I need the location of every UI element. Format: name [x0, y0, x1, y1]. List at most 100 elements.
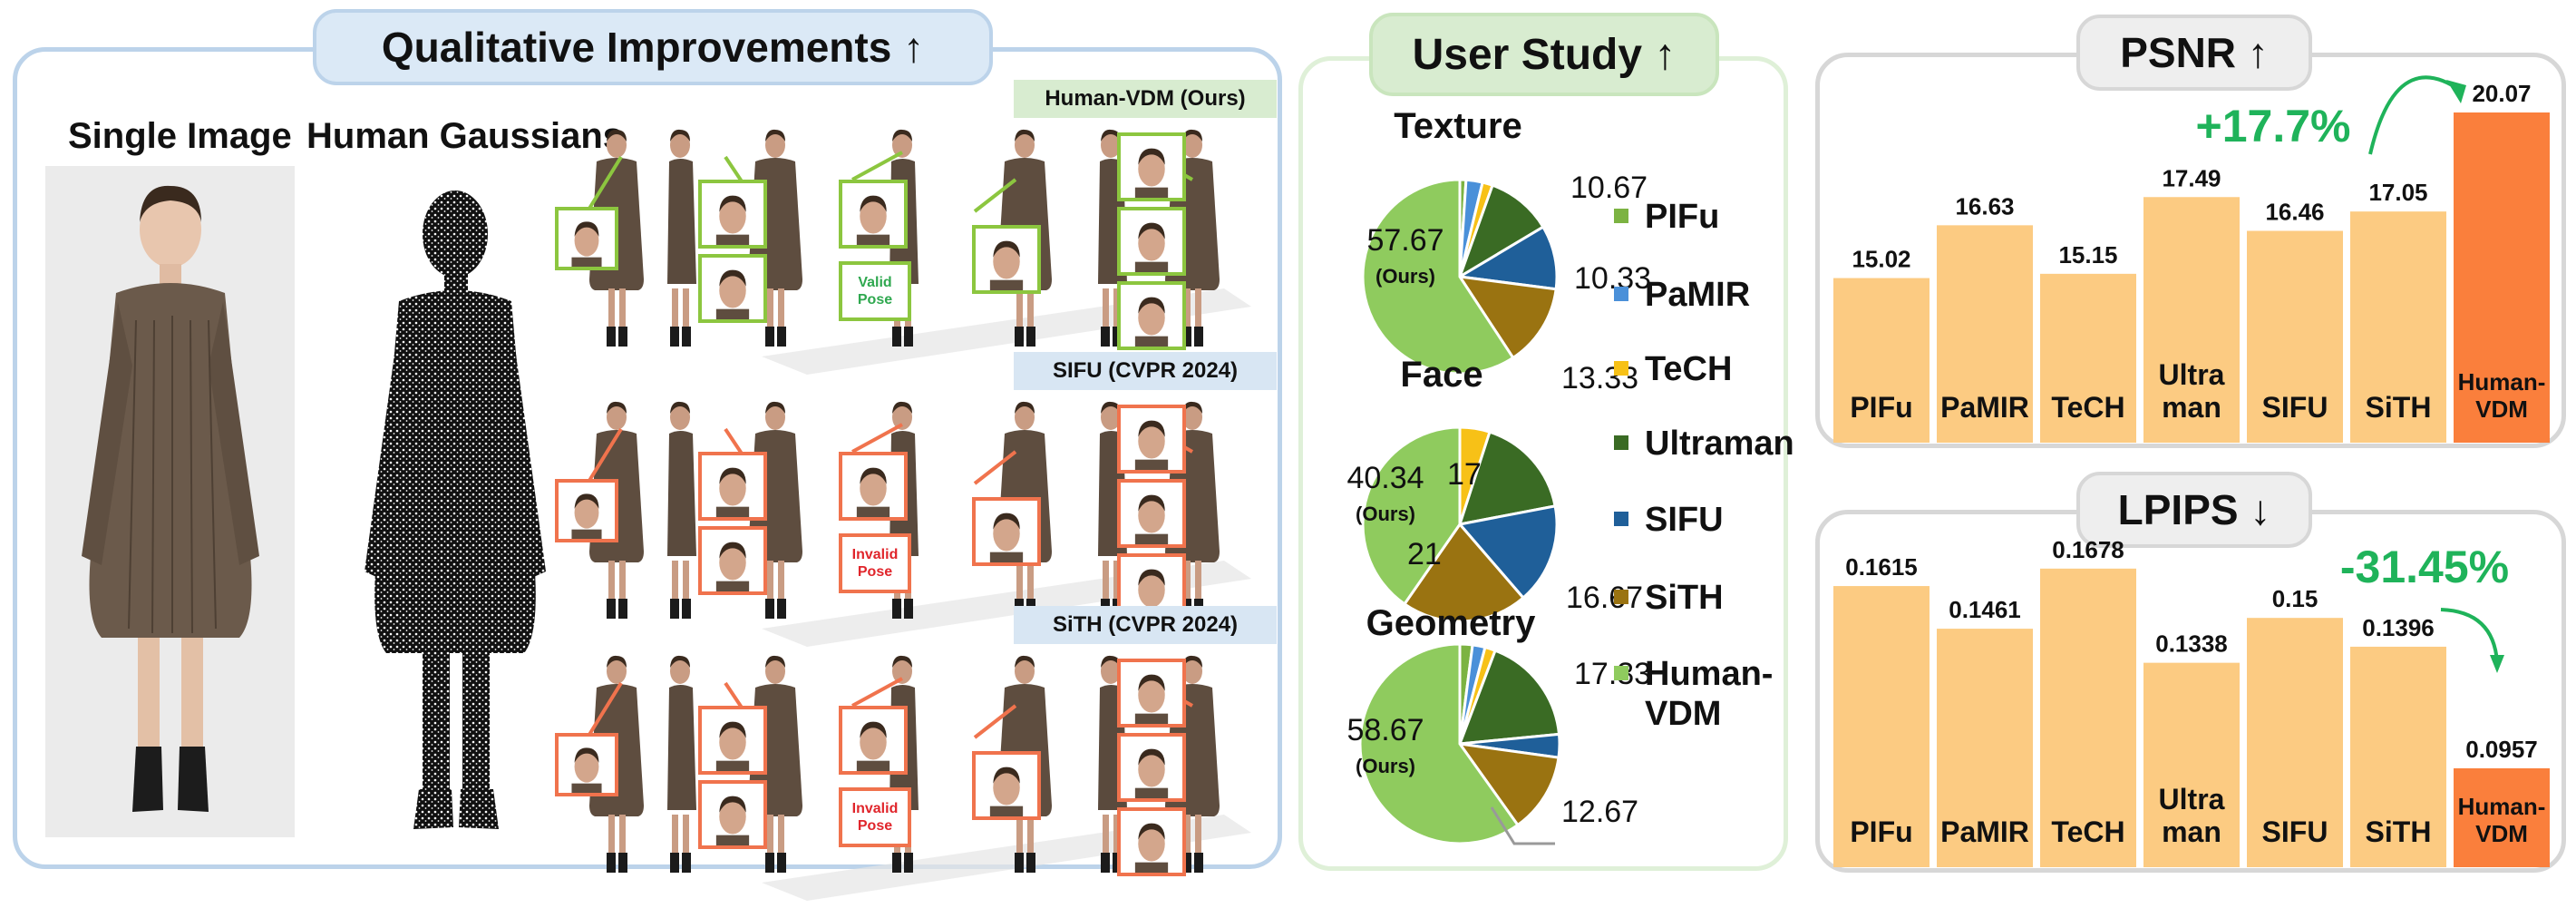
zoom-callout: [839, 706, 908, 775]
legend-swatch: [1614, 361, 1628, 376]
bar: [2143, 197, 2240, 443]
bar-value-label: 20.07: [2472, 80, 2531, 107]
zoom-callout: [698, 780, 767, 849]
bar: [2247, 230, 2343, 443]
pie-value-label: 12.67: [1561, 795, 1638, 829]
pie-value-label: 17.33: [1574, 657, 1651, 691]
pie-charts: Texture10.6710.3313.3357.67(Ours)Face171…: [1346, 106, 1651, 845]
zoom-callout: [1117, 479, 1186, 548]
legend-item: TeCH: [1614, 350, 1732, 390]
legend-label: PaMIR: [1645, 276, 1751, 314]
lpips-bar-chart: 0.1615 PIFu 0.1461 PaMIR 0.1678 TeCH 0.1338 Ult…: [1833, 536, 2550, 867]
bar-category-label: PIFu: [1850, 815, 1912, 848]
pie-value-label: 58.67: [1346, 713, 1424, 747]
gaussians-label: Human Gaussians: [306, 116, 624, 156]
bar: [2350, 646, 2446, 867]
bar-value-label: 0.0957: [2465, 736, 2538, 763]
zoom-callout: [698, 526, 767, 595]
bar-value-label: 0.1396: [2362, 614, 2435, 641]
zoom-callout: [698, 180, 767, 249]
zoom-callout: [1117, 281, 1186, 350]
pie-slice: [1457, 430, 1557, 526]
pie-slice: [1402, 522, 1526, 623]
bar-category-label: Ultra man: [2159, 358, 2225, 424]
bar: [1937, 225, 2033, 443]
pie-value-label: 40.34: [1346, 461, 1424, 495]
zoom-callout: [839, 452, 908, 521]
zoom-callout: [1117, 807, 1186, 876]
bar: [2247, 618, 2343, 867]
single-image-label: Single Image: [68, 116, 292, 156]
legend-swatch: [1614, 435, 1628, 450]
legend-item: Ultraman: [1614, 425, 1794, 464]
legend-swatch: [1614, 512, 1628, 526]
method-tag: Human-VDM (Ours): [1014, 80, 1277, 118]
bar-value-label: 0.1338: [2155, 630, 2228, 658]
bar-value-label: 0.1678: [2052, 536, 2124, 563]
zoom-callout: [1117, 405, 1186, 474]
pie-ours-label: (Ours): [1375, 265, 1435, 288]
bar: [2454, 112, 2550, 443]
bar: [2350, 211, 2446, 443]
pie-title: Face: [1400, 355, 1482, 395]
zoom-callout: [1117, 733, 1186, 802]
pose-label: Valid Pose: [839, 261, 911, 321]
bar: [2040, 273, 2136, 443]
legend-label: Ultraman: [1645, 425, 1794, 463]
method-tag: SiTH (CVPR 2024): [1014, 606, 1277, 644]
bar-category-label: SiTH: [2366, 391, 2432, 424]
zoom-callout: [698, 452, 767, 521]
zoom-callout: [972, 751, 1041, 820]
improvement-arrow: [2368, 75, 2463, 155]
legend-item: PaMIR: [1614, 276, 1750, 316]
pie-title: Texture: [1394, 106, 1522, 146]
pie-slice: [1361, 178, 1515, 376]
bar: [1937, 629, 2033, 867]
legend-label: TeCH: [1645, 350, 1733, 388]
bar-category-label: Human-VDM: [2458, 793, 2546, 847]
user-study-title: User Study ↑: [1369, 13, 1719, 96]
bar-value-label: 15.15: [2058, 241, 2117, 269]
input-photo: [45, 166, 295, 837]
bar-category-label: SiTH: [2366, 815, 2432, 848]
improvement-annotation: +17.7%: [2196, 101, 2351, 151]
zoom-callout: [1117, 132, 1186, 201]
bar-category-label: PaMIR: [1940, 391, 2029, 424]
pose-label: Invalid Pose: [839, 533, 911, 593]
zoom-callout: [555, 733, 618, 796]
pie-value-label: 57.67: [1366, 223, 1444, 258]
legend-label: SiTH: [1645, 579, 1724, 617]
bar-category-label: Ultra man: [2159, 783, 2225, 848]
legend-swatch: [1614, 666, 1628, 680]
bar-category-label: PIFu: [1850, 391, 1912, 424]
zoom-callout: [1117, 207, 1186, 276]
pose-label: Invalid Pose: [839, 787, 911, 847]
zoom-callout: [972, 497, 1041, 566]
zoom-callout: [555, 479, 618, 542]
bar: [2143, 662, 2240, 867]
zoom-callout: [839, 180, 908, 249]
bar-category-label: TeCH: [2051, 391, 2124, 424]
legend-swatch: [1614, 590, 1628, 604]
pie-value-label: 16.67: [1566, 581, 1643, 615]
pie-slice: [1456, 742, 1560, 827]
bar-category-label: Human-VDM: [2458, 368, 2546, 423]
legend-item: SiTH: [1614, 579, 1724, 619]
bar-category-label: SIFU: [2262, 391, 2328, 424]
zoom-callout: [972, 225, 1041, 294]
legend-label: SIFU: [1645, 501, 1724, 539]
pie-ours-label: (Ours): [1356, 755, 1415, 777]
legend-swatch: [1614, 209, 1628, 223]
bar: [1833, 586, 1930, 867]
zoom-callout: [698, 254, 767, 323]
bar-value-label: 17.05: [2368, 179, 2427, 206]
method-tag: SIFU (CVPR 2024): [1014, 352, 1277, 390]
pie-slice: [1456, 275, 1558, 360]
lpips-title: LPIPS ↓: [2076, 472, 2312, 548]
psnr-title: PSNR ↑: [2076, 15, 2312, 91]
legend-item: Human- VDM: [1614, 655, 1773, 734]
bar-category-label: SIFU: [2262, 815, 2328, 848]
pie-title: Geometry: [1366, 603, 1536, 643]
psnr-bar-chart: 15.02 PIFu 16.63 PaMIR 15.15 TeCH 17.49 Ultra ma…: [1833, 75, 2550, 443]
pie-slice: [1457, 649, 1561, 746]
